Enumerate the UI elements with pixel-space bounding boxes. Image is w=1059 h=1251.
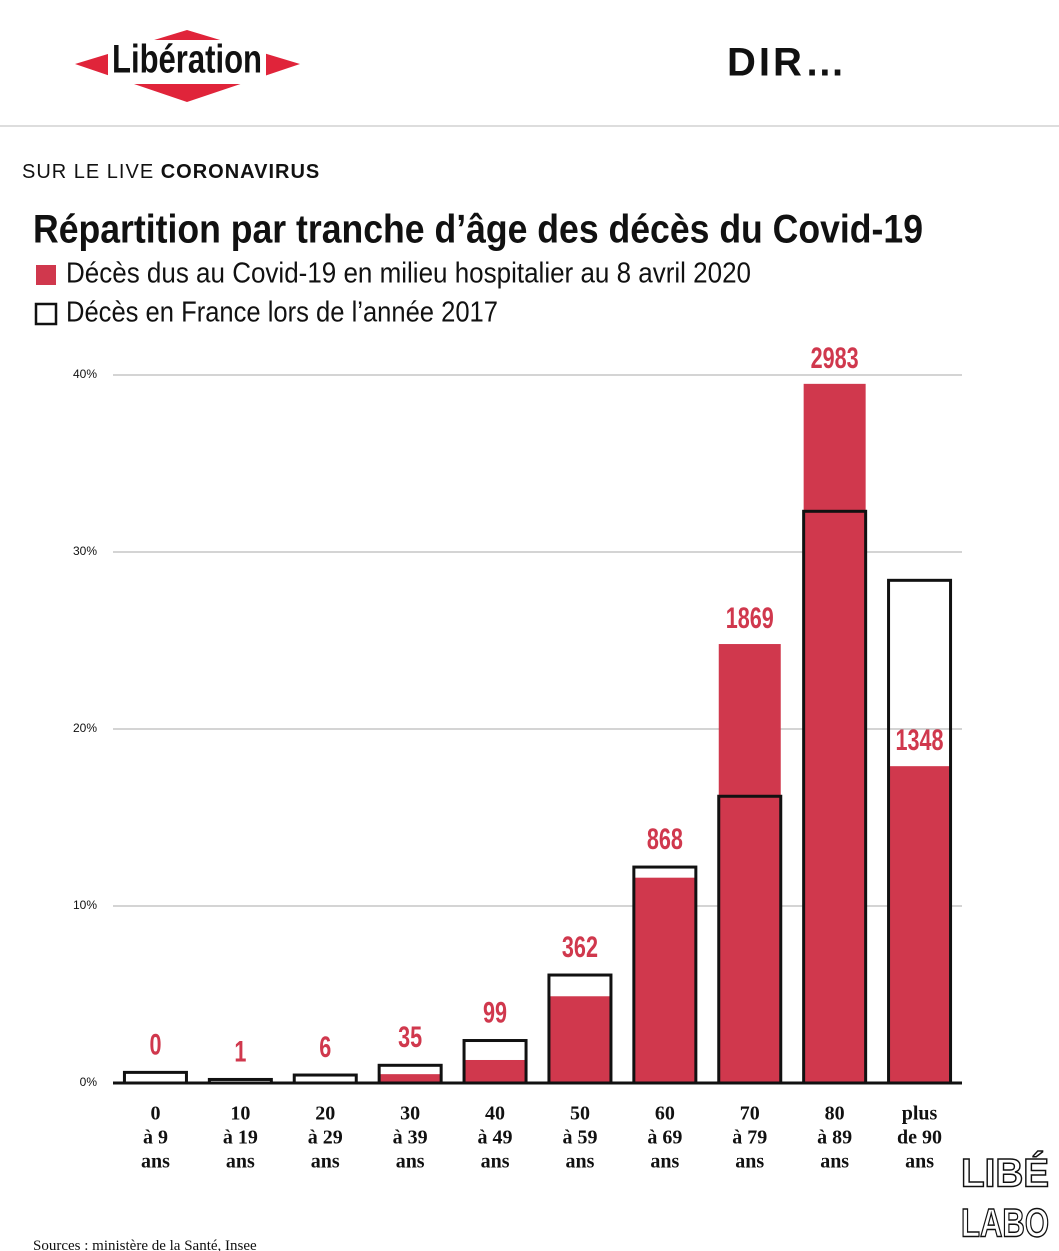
x-tick-label: à 89 xyxy=(817,1127,852,1149)
x-tick-label: ans xyxy=(396,1151,425,1173)
source: Sources : ministère de la Santé, Insee xyxy=(33,1238,257,1251)
x-tick-label: 40 xyxy=(485,1103,505,1125)
kicker-topic[interactable]: CORONAVIRUS xyxy=(161,161,321,183)
bar-outline xyxy=(122,1070,188,1085)
data-label: 1 xyxy=(234,1034,246,1068)
y-tick-label: 10% xyxy=(73,898,97,912)
x-tick-label: ans xyxy=(565,1151,594,1173)
y-tick-label: 20% xyxy=(73,721,97,735)
x-tick-label: 50 xyxy=(570,1103,590,1125)
bar xyxy=(803,383,866,1084)
x-tick-label: 10 xyxy=(230,1103,250,1125)
data-label: 99 xyxy=(483,995,507,1029)
data-label: 0 xyxy=(149,1027,161,1061)
legend-swatch xyxy=(36,265,56,285)
data-label: 362 xyxy=(562,929,598,963)
data-label: 6 xyxy=(319,1029,331,1063)
data-label: 35 xyxy=(398,1020,422,1054)
x-tick-label: ans xyxy=(905,1151,934,1173)
x-tick-label: ans xyxy=(141,1151,170,1173)
chart-title: Répartition par tranche d’âge des décès … xyxy=(33,208,923,252)
logo-box xyxy=(108,40,266,84)
menu[interactable]: DIR… xyxy=(727,41,848,85)
bar xyxy=(718,644,781,1083)
x-tick-label: ans xyxy=(226,1151,255,1173)
x-tick-label: ans xyxy=(820,1151,849,1173)
brand-line: LABO xyxy=(961,1202,1049,1246)
data-label: 868 xyxy=(647,821,683,855)
bar xyxy=(548,996,611,1083)
x-tick-label: 80 xyxy=(825,1103,845,1125)
x-tick-label: à 49 xyxy=(478,1127,513,1149)
legend-swatch xyxy=(34,302,58,326)
data-label: 2983 xyxy=(811,340,859,374)
y-tick-label: 30% xyxy=(73,544,97,558)
logo-text: Libération xyxy=(112,38,262,82)
x-tick-label: ans xyxy=(481,1151,510,1173)
x-tick-label: 60 xyxy=(655,1103,675,1125)
legend-label: Décès en France lors de l’année 2017 xyxy=(66,297,498,329)
x-tick-label: à 19 xyxy=(223,1127,258,1149)
x-tick-label: 30 xyxy=(400,1103,420,1125)
bar xyxy=(379,1074,442,1083)
x-tick-label: ans xyxy=(311,1151,340,1173)
brand-line: LIBÉ xyxy=(961,1151,1049,1196)
x-tick-label: à 9 xyxy=(143,1127,168,1149)
x-tick-label: 0 xyxy=(150,1103,160,1125)
bar xyxy=(464,1059,527,1083)
x-tick-label: à 59 xyxy=(562,1127,597,1149)
x-tick-label: ans xyxy=(735,1151,764,1173)
x-tick-label: à 69 xyxy=(647,1127,682,1149)
data-label: 1348 xyxy=(896,723,944,757)
x-tick-label: à 79 xyxy=(732,1127,767,1149)
x-tick-label: 20 xyxy=(315,1103,335,1125)
legend-label: Décès dus au Covid-19 en milieu hospital… xyxy=(66,258,751,290)
x-tick-label: à 39 xyxy=(393,1127,428,1149)
x-tick-label: à 29 xyxy=(308,1127,343,1149)
x-tick-label: de 90 xyxy=(897,1127,942,1149)
x-tick-label: plus xyxy=(902,1103,938,1125)
bar xyxy=(888,766,951,1083)
y-tick-label: 40% xyxy=(73,367,97,381)
data-label: 1869 xyxy=(726,600,774,634)
bar xyxy=(633,877,696,1083)
y-tick-label: 0% xyxy=(80,1075,98,1089)
kicker: SUR LE LIVE CORONAVIRUS xyxy=(22,161,320,183)
x-tick-label: 70 xyxy=(740,1103,760,1125)
kicker-label: SUR LE LIVE xyxy=(22,161,154,183)
x-tick-label: ans xyxy=(650,1151,679,1173)
logo[interactable]: Libération xyxy=(75,30,300,102)
